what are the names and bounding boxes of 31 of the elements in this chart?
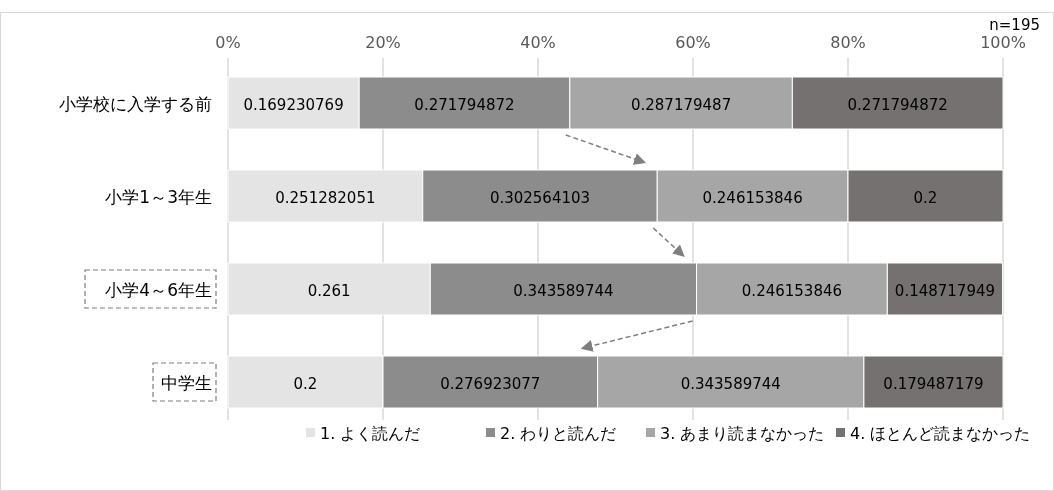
data-label: 0.251282051 (275, 189, 376, 207)
data-label: 0.271794872 (847, 96, 948, 114)
legend-label: 2. わりと読んだ (500, 424, 617, 443)
y-tick-label: 小学校に入学する前 (59, 94, 212, 114)
data-label: 0.276923077 (440, 375, 541, 393)
data-label: 0.343589744 (680, 375, 781, 393)
y-tick-label: 小学4～6年生 (105, 280, 212, 300)
x-tick-label: 100% (980, 33, 1026, 52)
x-tick-label: 0% (215, 33, 241, 52)
data-label: 0.302564103 (489, 189, 591, 207)
y-tick-label: 小学1～3年生 (105, 187, 212, 207)
data-label: 0.261 (307, 282, 351, 300)
data-label: 0.287179487 (630, 96, 732, 114)
data-label: 0.2 (293, 375, 318, 393)
legend-label: 3. あまり読まなかった (660, 424, 825, 443)
y-tick-label: 中学生 (161, 373, 212, 393)
data-label: 0.179487179 (883, 375, 984, 393)
x-tick-label: 80% (830, 33, 866, 52)
text: n=195 (989, 16, 1040, 34)
data-label: 0.246153846 (741, 282, 843, 300)
x-tick-label: 60% (675, 33, 711, 52)
legend-label: 1. よく読んだ (320, 424, 421, 443)
data-label: 0.169230769 (243, 96, 344, 114)
data-label: 0.2 (913, 189, 938, 207)
legend-label: 4. ほとんど読まなかった (850, 424, 1031, 443)
data-label: 0.271794872 (414, 96, 515, 114)
data-label: 0.246153846 (702, 189, 803, 207)
x-tick-label: 40% (520, 33, 556, 52)
data-label: 0.148717949 (894, 282, 996, 300)
data-label: 0.343589744 (513, 282, 614, 300)
x-tick-label: 20% (365, 33, 401, 52)
